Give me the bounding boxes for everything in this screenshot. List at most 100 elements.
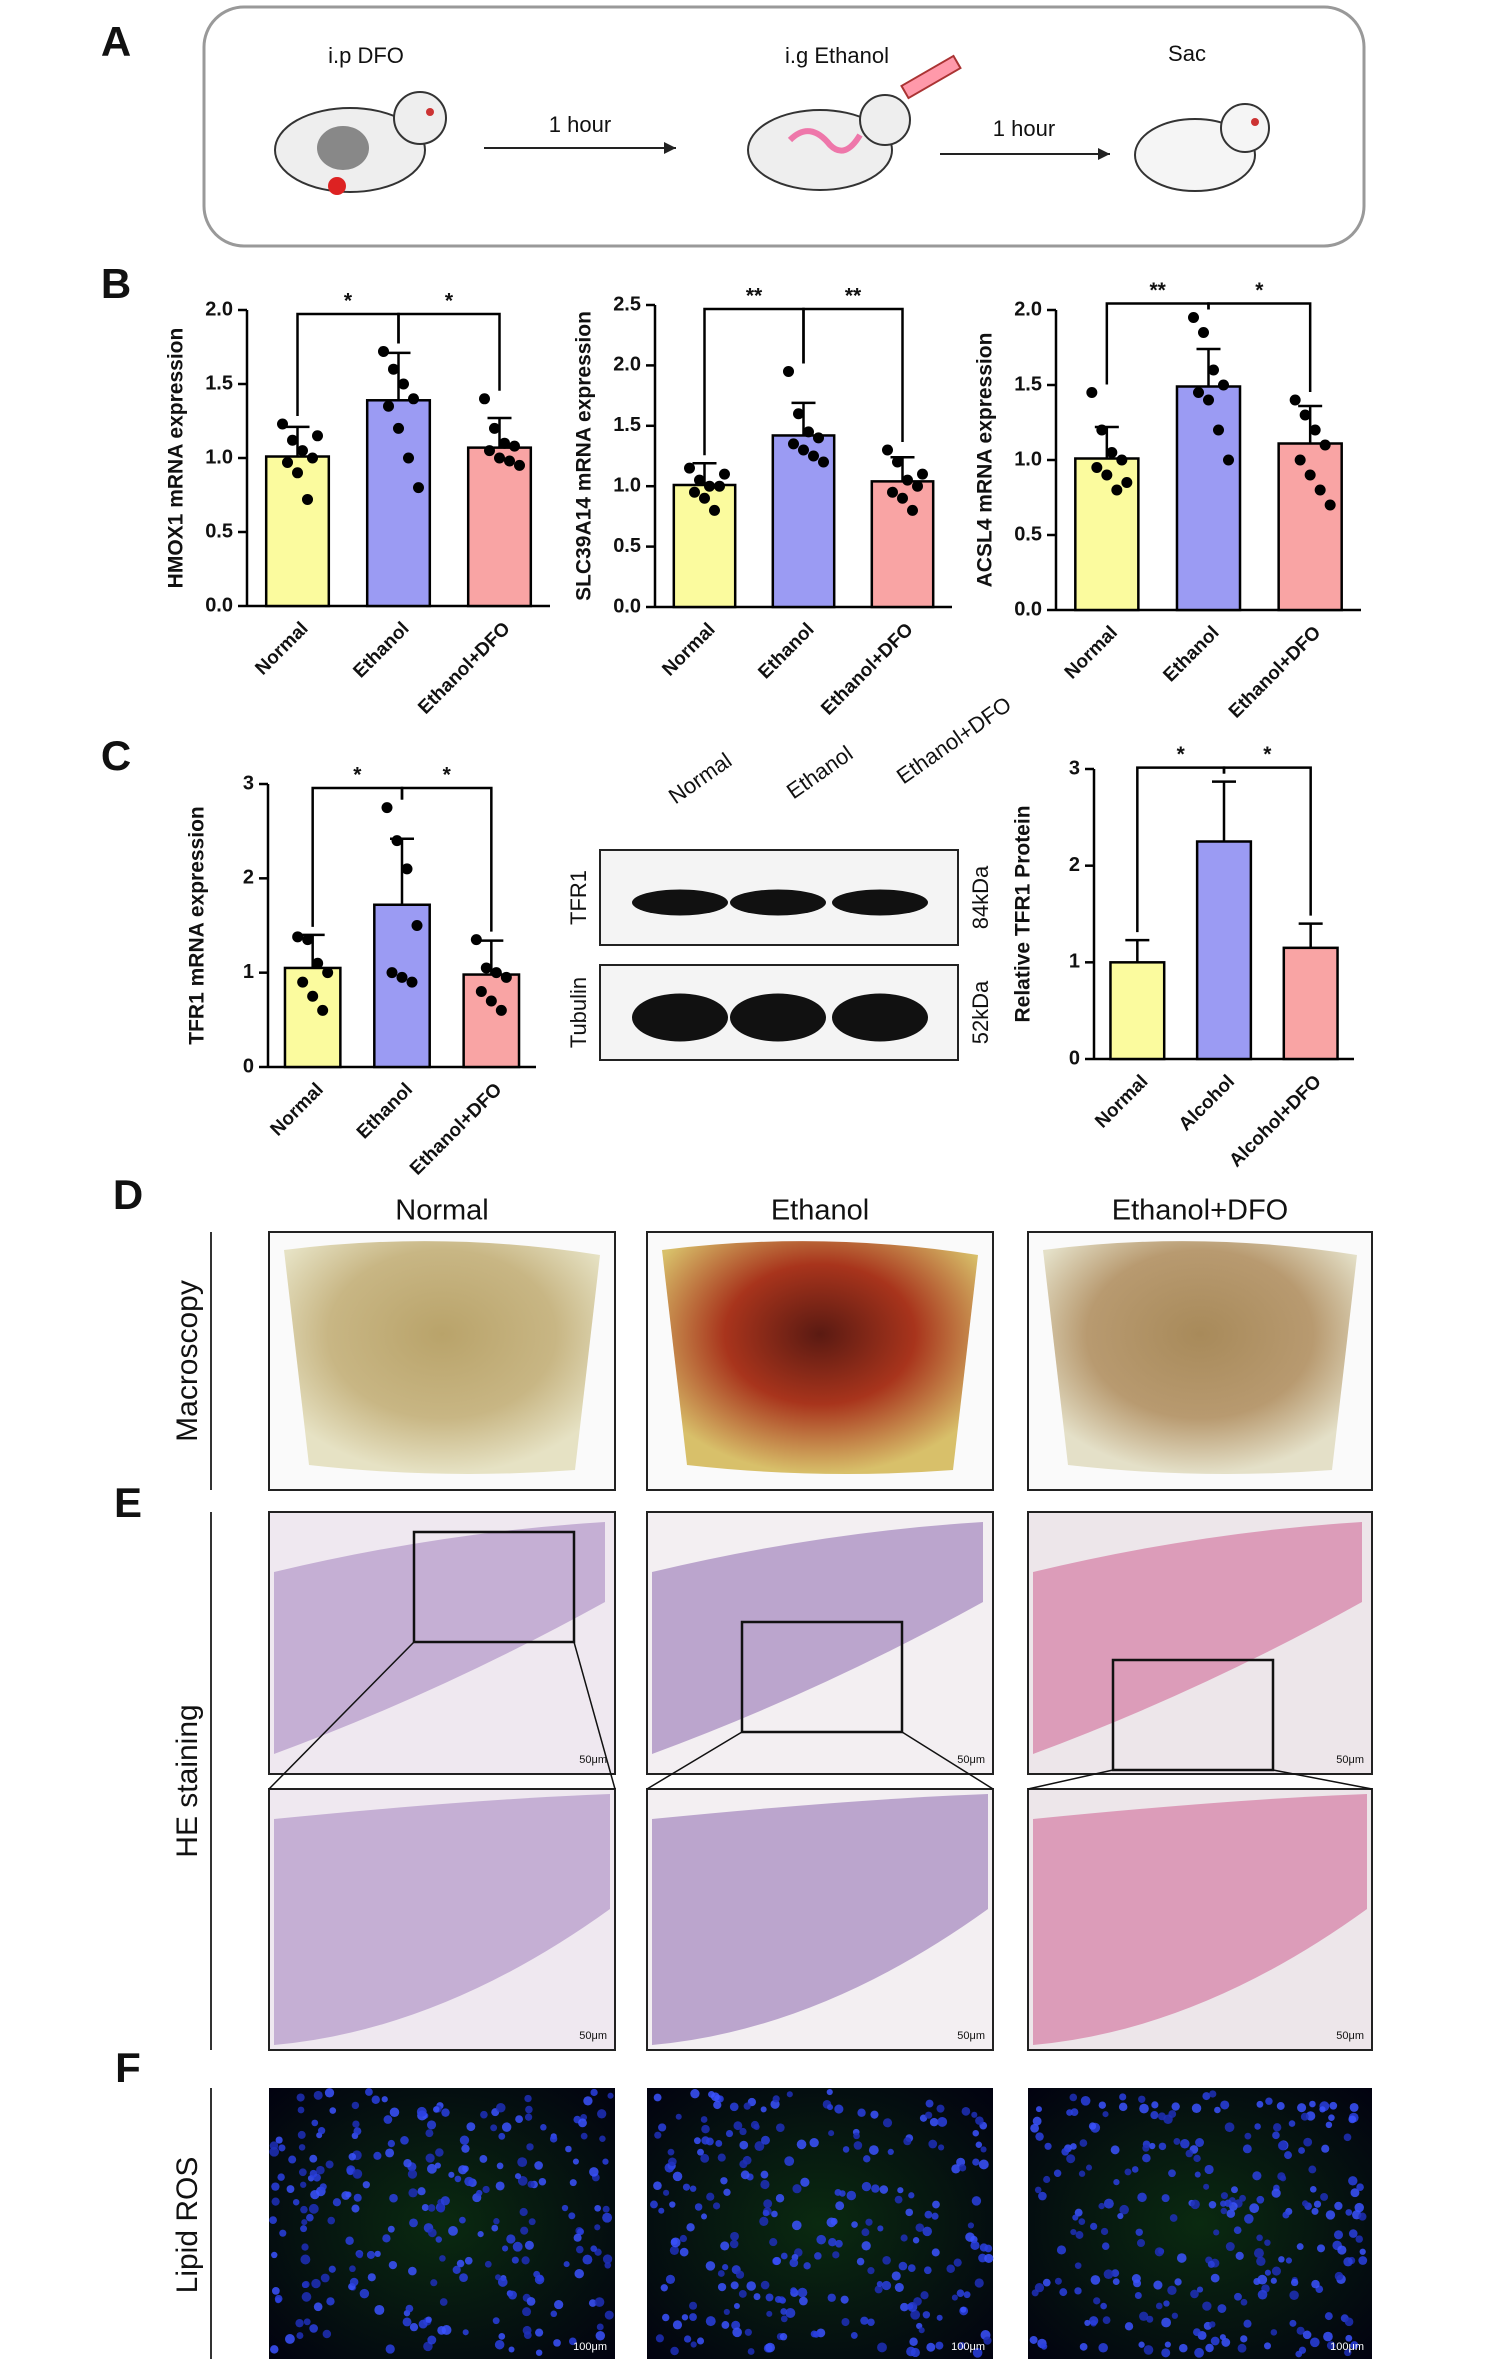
nucleus bbox=[553, 2339, 561, 2347]
data-point bbox=[699, 492, 710, 504]
nucleus bbox=[936, 2104, 945, 2113]
nucleus bbox=[1309, 2337, 1320, 2348]
y-tick-label: 2 bbox=[1069, 854, 1080, 876]
y-tick-label: 2 bbox=[243, 867, 254, 889]
nucleus bbox=[771, 2210, 778, 2218]
nucleus bbox=[1202, 2092, 1211, 2101]
nucleus bbox=[491, 2224, 499, 2232]
nucleus bbox=[951, 2164, 961, 2174]
nucleus bbox=[400, 2136, 409, 2145]
bar bbox=[462, 973, 521, 1069]
nucleus bbox=[958, 2341, 966, 2350]
nucleus bbox=[1235, 2251, 1244, 2261]
nucleus bbox=[780, 2252, 788, 2260]
nucleus bbox=[574, 2268, 584, 2279]
nucleus bbox=[663, 2189, 670, 2196]
nucleus bbox=[1209, 2321, 1216, 2328]
nucleus bbox=[1234, 2292, 1242, 2301]
nucleus bbox=[308, 2203, 319, 2214]
nucleus bbox=[891, 2271, 901, 2281]
nucleus bbox=[435, 2148, 444, 2157]
data-point bbox=[1111, 484, 1123, 496]
step-label: i.g Ethanol bbox=[785, 43, 889, 68]
data-point bbox=[1299, 409, 1311, 421]
nucleus bbox=[850, 2331, 858, 2339]
schematic-frame bbox=[202, 5, 1366, 248]
nucleus bbox=[528, 2218, 536, 2226]
data-point bbox=[803, 426, 814, 438]
nucleus bbox=[1066, 2154, 1076, 2164]
nucleus bbox=[1272, 2131, 1280, 2140]
nucleus bbox=[654, 2131, 662, 2139]
nucleus bbox=[1325, 2121, 1333, 2129]
x-tick-label: Ethanol bbox=[754, 619, 818, 683]
data-point bbox=[1193, 387, 1204, 398]
x-tick-label: Normal bbox=[1091, 1071, 1152, 1132]
nucleus bbox=[317, 2127, 326, 2135]
data-point bbox=[307, 452, 318, 464]
nucleus bbox=[1249, 2203, 1260, 2214]
nucleus bbox=[1040, 2343, 1048, 2350]
scale-bar-label: 50μm bbox=[1336, 1754, 1364, 1766]
nucleus bbox=[271, 2287, 280, 2295]
nucleus bbox=[828, 2130, 835, 2137]
significance-bracket bbox=[802, 307, 904, 442]
nucleus bbox=[717, 2282, 727, 2292]
nucleus bbox=[477, 2231, 484, 2238]
nucleus bbox=[785, 2308, 796, 2319]
nucleus bbox=[1239, 2194, 1246, 2202]
nucleus bbox=[861, 2241, 871, 2251]
nucleus bbox=[1309, 2100, 1316, 2108]
nucleus bbox=[923, 2266, 932, 2275]
y-axis-label: HMOX1 mRNA expression bbox=[165, 328, 188, 589]
nucleus bbox=[1298, 2147, 1305, 2154]
data-point bbox=[887, 486, 898, 498]
nucleus bbox=[275, 2136, 283, 2144]
nucleus bbox=[1131, 2166, 1139, 2173]
nucleus bbox=[1270, 2329, 1278, 2336]
nucleus bbox=[1285, 2257, 1293, 2264]
data-point bbox=[302, 934, 314, 946]
data-point bbox=[475, 986, 487, 998]
nucleus bbox=[980, 2146, 987, 2153]
nucleus bbox=[520, 2226, 529, 2235]
nucleus bbox=[284, 2334, 295, 2344]
panel-label: D bbox=[113, 1171, 143, 1218]
scale-bar-label: 50μm bbox=[957, 2030, 985, 2042]
nucleus bbox=[1358, 2212, 1367, 2221]
nucleus bbox=[1349, 2102, 1359, 2112]
nucleus bbox=[1348, 2229, 1358, 2238]
nucleus bbox=[366, 2250, 376, 2259]
bar bbox=[264, 455, 331, 608]
nucleus bbox=[701, 2213, 708, 2220]
nucleus bbox=[604, 2261, 612, 2269]
nucleus bbox=[1244, 2214, 1254, 2224]
data-point bbox=[484, 445, 495, 457]
nucleus bbox=[799, 2296, 808, 2306]
nucleus bbox=[1178, 2343, 1188, 2353]
x-tick-label: Alcohol+DFO bbox=[1225, 1071, 1325, 1171]
nucleus bbox=[301, 2292, 312, 2302]
nucleus bbox=[931, 2212, 939, 2220]
nucleus bbox=[1296, 2326, 1305, 2335]
x-tick-label: Ethanol+DFO bbox=[817, 619, 917, 719]
nucleus bbox=[594, 2224, 601, 2231]
nucleus bbox=[946, 2264, 955, 2274]
nucleus bbox=[349, 2265, 356, 2273]
nucleus bbox=[1117, 2212, 1124, 2220]
nucleus bbox=[441, 2325, 452, 2335]
nucleus bbox=[881, 2280, 892, 2291]
nucleus bbox=[300, 2225, 308, 2233]
nucleus bbox=[407, 2169, 418, 2179]
nucleus bbox=[568, 2337, 577, 2346]
data-point bbox=[1101, 469, 1113, 481]
significance-label: ** bbox=[746, 285, 763, 308]
nucleus bbox=[320, 2273, 330, 2283]
nucleus bbox=[1044, 2142, 1052, 2150]
nucleus bbox=[462, 2329, 469, 2336]
nucleus bbox=[1300, 2112, 1309, 2121]
nucleus bbox=[1256, 2234, 1263, 2242]
significance-label: * bbox=[344, 290, 353, 313]
nucleus bbox=[1168, 2169, 1176, 2178]
